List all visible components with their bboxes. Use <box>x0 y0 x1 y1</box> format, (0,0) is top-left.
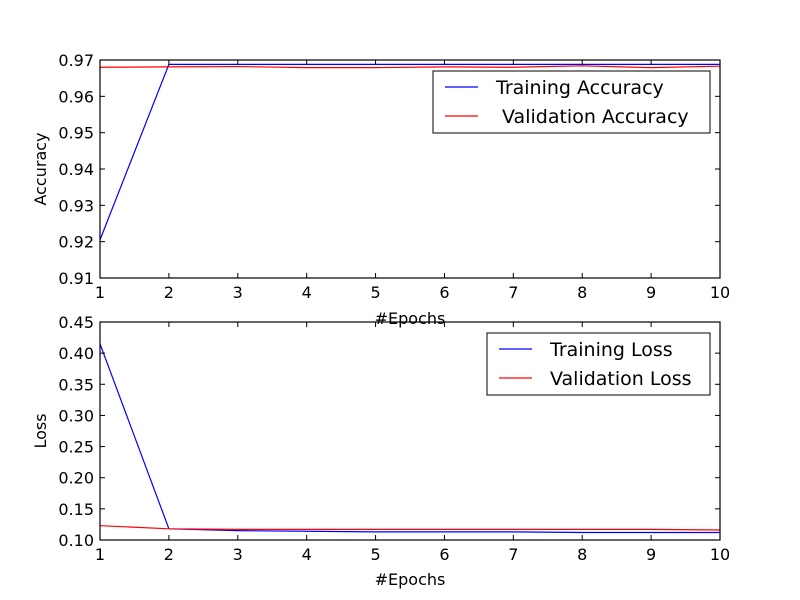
x-tick-label: 3 <box>233 283 243 302</box>
x-tick-label: 2 <box>164 545 174 564</box>
legend-box <box>432 70 711 134</box>
x-axis-label: #Epochs <box>375 570 446 589</box>
x-tick-label: 5 <box>370 283 380 302</box>
x-tick-label: 8 <box>577 545 587 564</box>
x-tick-label: 10 <box>710 283 730 302</box>
y-tick-label: 0.97 <box>58 51 94 70</box>
y-tick-label: 0.25 <box>58 438 94 457</box>
y-tick-label: 0.96 <box>58 87 94 106</box>
legend-label: Validation Loss <box>550 368 692 390</box>
accuracy-panel: 1 2 3 4 5 6 7 8 9 10 0.91 0.92 0.93 0.94 0.95 0.96 0.97 #… <box>31 51 730 328</box>
x-tick-label: 4 <box>302 283 312 302</box>
x-axis-label: #Epochs <box>375 309 446 328</box>
x-tick-label: 7 <box>508 545 518 564</box>
axes-frame <box>99 321 721 541</box>
y-tick-label: 0.95 <box>58 124 94 143</box>
x-tick-label: 9 <box>646 283 656 302</box>
x-tick-label: 4 <box>302 545 312 564</box>
x-tick-label: 2 <box>164 283 174 302</box>
y-tick-label: 0.92 <box>58 233 94 252</box>
x-tick-label: 3 <box>233 545 243 564</box>
y-tick-label: 0.40 <box>58 344 94 363</box>
legend-box <box>486 332 711 396</box>
y-axis-label: Accuracy <box>31 132 50 205</box>
y-tick-label: 0.35 <box>58 375 94 394</box>
x-tick-label: 6 <box>439 283 449 302</box>
y-tick-label: 0.20 <box>58 469 94 488</box>
y-tick-label: 0.30 <box>58 406 94 425</box>
x-tick-label: 7 <box>508 283 518 302</box>
y-tick-label: 0.91 <box>58 269 94 288</box>
y-tick-label: 0.10 <box>58 531 94 550</box>
y-axis-label: Loss <box>31 413 50 448</box>
y-tick-label: 0.15 <box>58 500 94 519</box>
legend-label: Validation Accuracy <box>496 106 689 128</box>
x-tick-label: 6 <box>439 545 449 564</box>
series-line-loss-1 <box>99 525 721 531</box>
x-tick-label: 1 <box>95 545 105 564</box>
legend-label: Training Accuracy <box>495 77 664 99</box>
series-line-loss-0 <box>99 343 720 534</box>
y-tick-label: 0.93 <box>58 196 94 215</box>
loss-panel: 1 2 3 4 5 6 7 8 9 10 0.10 0.15 0.20 0.25 0.30 0.35 0.40 0… <box>31 313 730 589</box>
y-tick-label: 0.94 <box>58 160 94 179</box>
x-tick-label: 10 <box>710 545 730 564</box>
y-tick-label: 0.45 <box>58 313 94 332</box>
x-tick-label: 1 <box>95 283 105 302</box>
x-tick-label: 8 <box>577 283 587 302</box>
series-line-accuracy-1 <box>99 65 721 69</box>
x-tick-label: 5 <box>370 545 380 564</box>
x-tick-label: 9 <box>646 545 656 564</box>
legend-label: Training Loss <box>549 339 673 361</box>
series-line-accuracy-0 <box>99 63 720 241</box>
